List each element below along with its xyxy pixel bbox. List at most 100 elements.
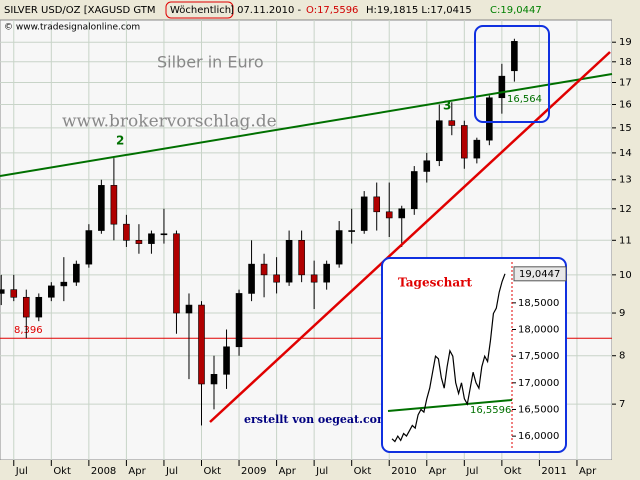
candle-body <box>198 304 205 385</box>
y-tick-label: 16 <box>619 99 632 110</box>
annotation: 2 <box>116 134 124 148</box>
x-tick-label: Jul <box>15 466 28 477</box>
inset-trendline <box>387 399 513 412</box>
last-value-box <box>513 266 567 282</box>
candle-body <box>48 285 55 298</box>
x-tick-label: Okt <box>504 466 522 477</box>
annotation: 3 <box>443 99 451 113</box>
inset-y-tick-label: 17,5000 <box>518 351 559 362</box>
resistance-trendline <box>0 73 613 177</box>
x-tick-label: Okt <box>354 466 372 477</box>
x-tick-label: 2009 <box>241 466 266 477</box>
inset-y-tick-label: 18,0000 <box>518 325 559 336</box>
copyright: © www.tradesignalonline.com <box>4 23 140 33</box>
header-close: C:19,0447 <box>490 5 542 16</box>
inset-y-tick-label: 18,5000 <box>518 298 559 309</box>
candle-body <box>323 263 330 283</box>
candle-body <box>10 289 18 298</box>
y-tick-label: 8 <box>619 351 625 362</box>
header-open: O:17,5596 <box>306 5 358 16</box>
inset-annotation: 16,5596 <box>470 405 511 416</box>
y-tick-label: 11 <box>619 235 632 246</box>
y-tick-label: 14 <box>619 148 632 159</box>
candle-body <box>160 233 168 236</box>
x-tick-label: Jul <box>465 466 478 477</box>
inset-y-tick-label: 17,0000 <box>518 378 559 389</box>
last-value-label: 19,0447 <box>519 269 560 280</box>
header: SILVER USD/OZ [XAGUSD GTM Wöchentlich ] … <box>4 1 542 33</box>
support-label: 8,396 <box>14 325 43 336</box>
candle-body <box>148 233 155 244</box>
x-tick-label: Jul <box>315 466 328 477</box>
candle-body <box>273 274 280 283</box>
inset-chart: 16,0000 16,5000 17,0000 17,5000 18,0000 18,50… <box>381 257 567 453</box>
candle-body <box>423 160 431 172</box>
inset-y-tick-label: 16,0000 <box>518 431 559 442</box>
candle-body <box>335 230 343 265</box>
candle-body <box>260 263 268 276</box>
annotation: 16,564 <box>507 94 542 105</box>
annotation: www.brokervorschlag.de <box>62 112 277 132</box>
x-tick-label: 2011 <box>541 466 566 477</box>
x-tick-label: Okt <box>53 466 71 477</box>
header-highlow: H:19,1815 L:17,0415 <box>366 5 472 16</box>
annotation: Silber in Euro <box>157 53 264 72</box>
inset-title: Tageschart <box>398 276 472 290</box>
y-tick-label: 12 <box>619 204 632 215</box>
candle-body <box>486 97 493 141</box>
y-axis-strip <box>612 0 640 480</box>
candle-body <box>348 230 355 232</box>
header-date: ] 07.11.2010 - <box>230 5 302 16</box>
candle-body <box>410 171 418 210</box>
x-tick-label: Apr <box>128 466 146 477</box>
candle-body <box>135 239 143 244</box>
x-tick-label: 2008 <box>91 466 116 477</box>
x-tick-label: Apr <box>429 466 447 477</box>
candle-body <box>123 223 130 241</box>
candle-body <box>511 41 518 72</box>
y-tick-label: 18 <box>619 57 632 68</box>
y-tick-label: 19 <box>619 37 632 48</box>
candle-body <box>385 211 393 219</box>
x-tick-label: Jul <box>165 466 178 477</box>
y-tick-label: 10 <box>619 270 632 281</box>
candle-body <box>73 263 80 283</box>
candle-body <box>235 293 243 348</box>
candle-body <box>435 120 443 162</box>
candle-body <box>448 120 456 126</box>
candle-body <box>85 230 93 265</box>
candle-body <box>473 139 481 159</box>
interval-marker <box>165 1 234 19</box>
candle-body <box>60 281 68 287</box>
y-tick-label: 7 <box>619 399 625 410</box>
candle-body <box>35 296 43 318</box>
candle-body <box>173 233 180 314</box>
highlight-box <box>474 25 550 123</box>
header-symbol: SILVER USD/OZ [XAGUSD GTM <box>4 5 156 16</box>
x-tick-label: Apr <box>579 466 597 477</box>
y-tick-label: 15 <box>619 123 632 134</box>
candle-body <box>360 196 368 231</box>
inset-line <box>391 273 506 443</box>
x-tick-label: 2010 <box>391 466 416 477</box>
support-trendline <box>209 51 611 423</box>
y-tick-label: 17 <box>619 78 632 89</box>
candle-body <box>98 185 105 231</box>
candle-body <box>185 304 193 314</box>
x-axis-strip <box>0 460 640 480</box>
annotation: erstellt von oegeat.com <box>244 413 389 426</box>
candle-body <box>0 289 5 294</box>
candle-body <box>310 274 318 283</box>
y-tick-label: 13 <box>619 175 632 186</box>
header-interval: Wöchentlich <box>170 5 231 16</box>
candle-body <box>223 346 230 375</box>
candle-body <box>461 125 468 159</box>
candle-body <box>285 239 293 283</box>
candle-body <box>298 239 305 276</box>
candle-body <box>22 296 30 318</box>
inset-frame <box>381 257 567 453</box>
candle-body <box>498 75 506 99</box>
x-tick-label: Okt <box>203 466 221 477</box>
